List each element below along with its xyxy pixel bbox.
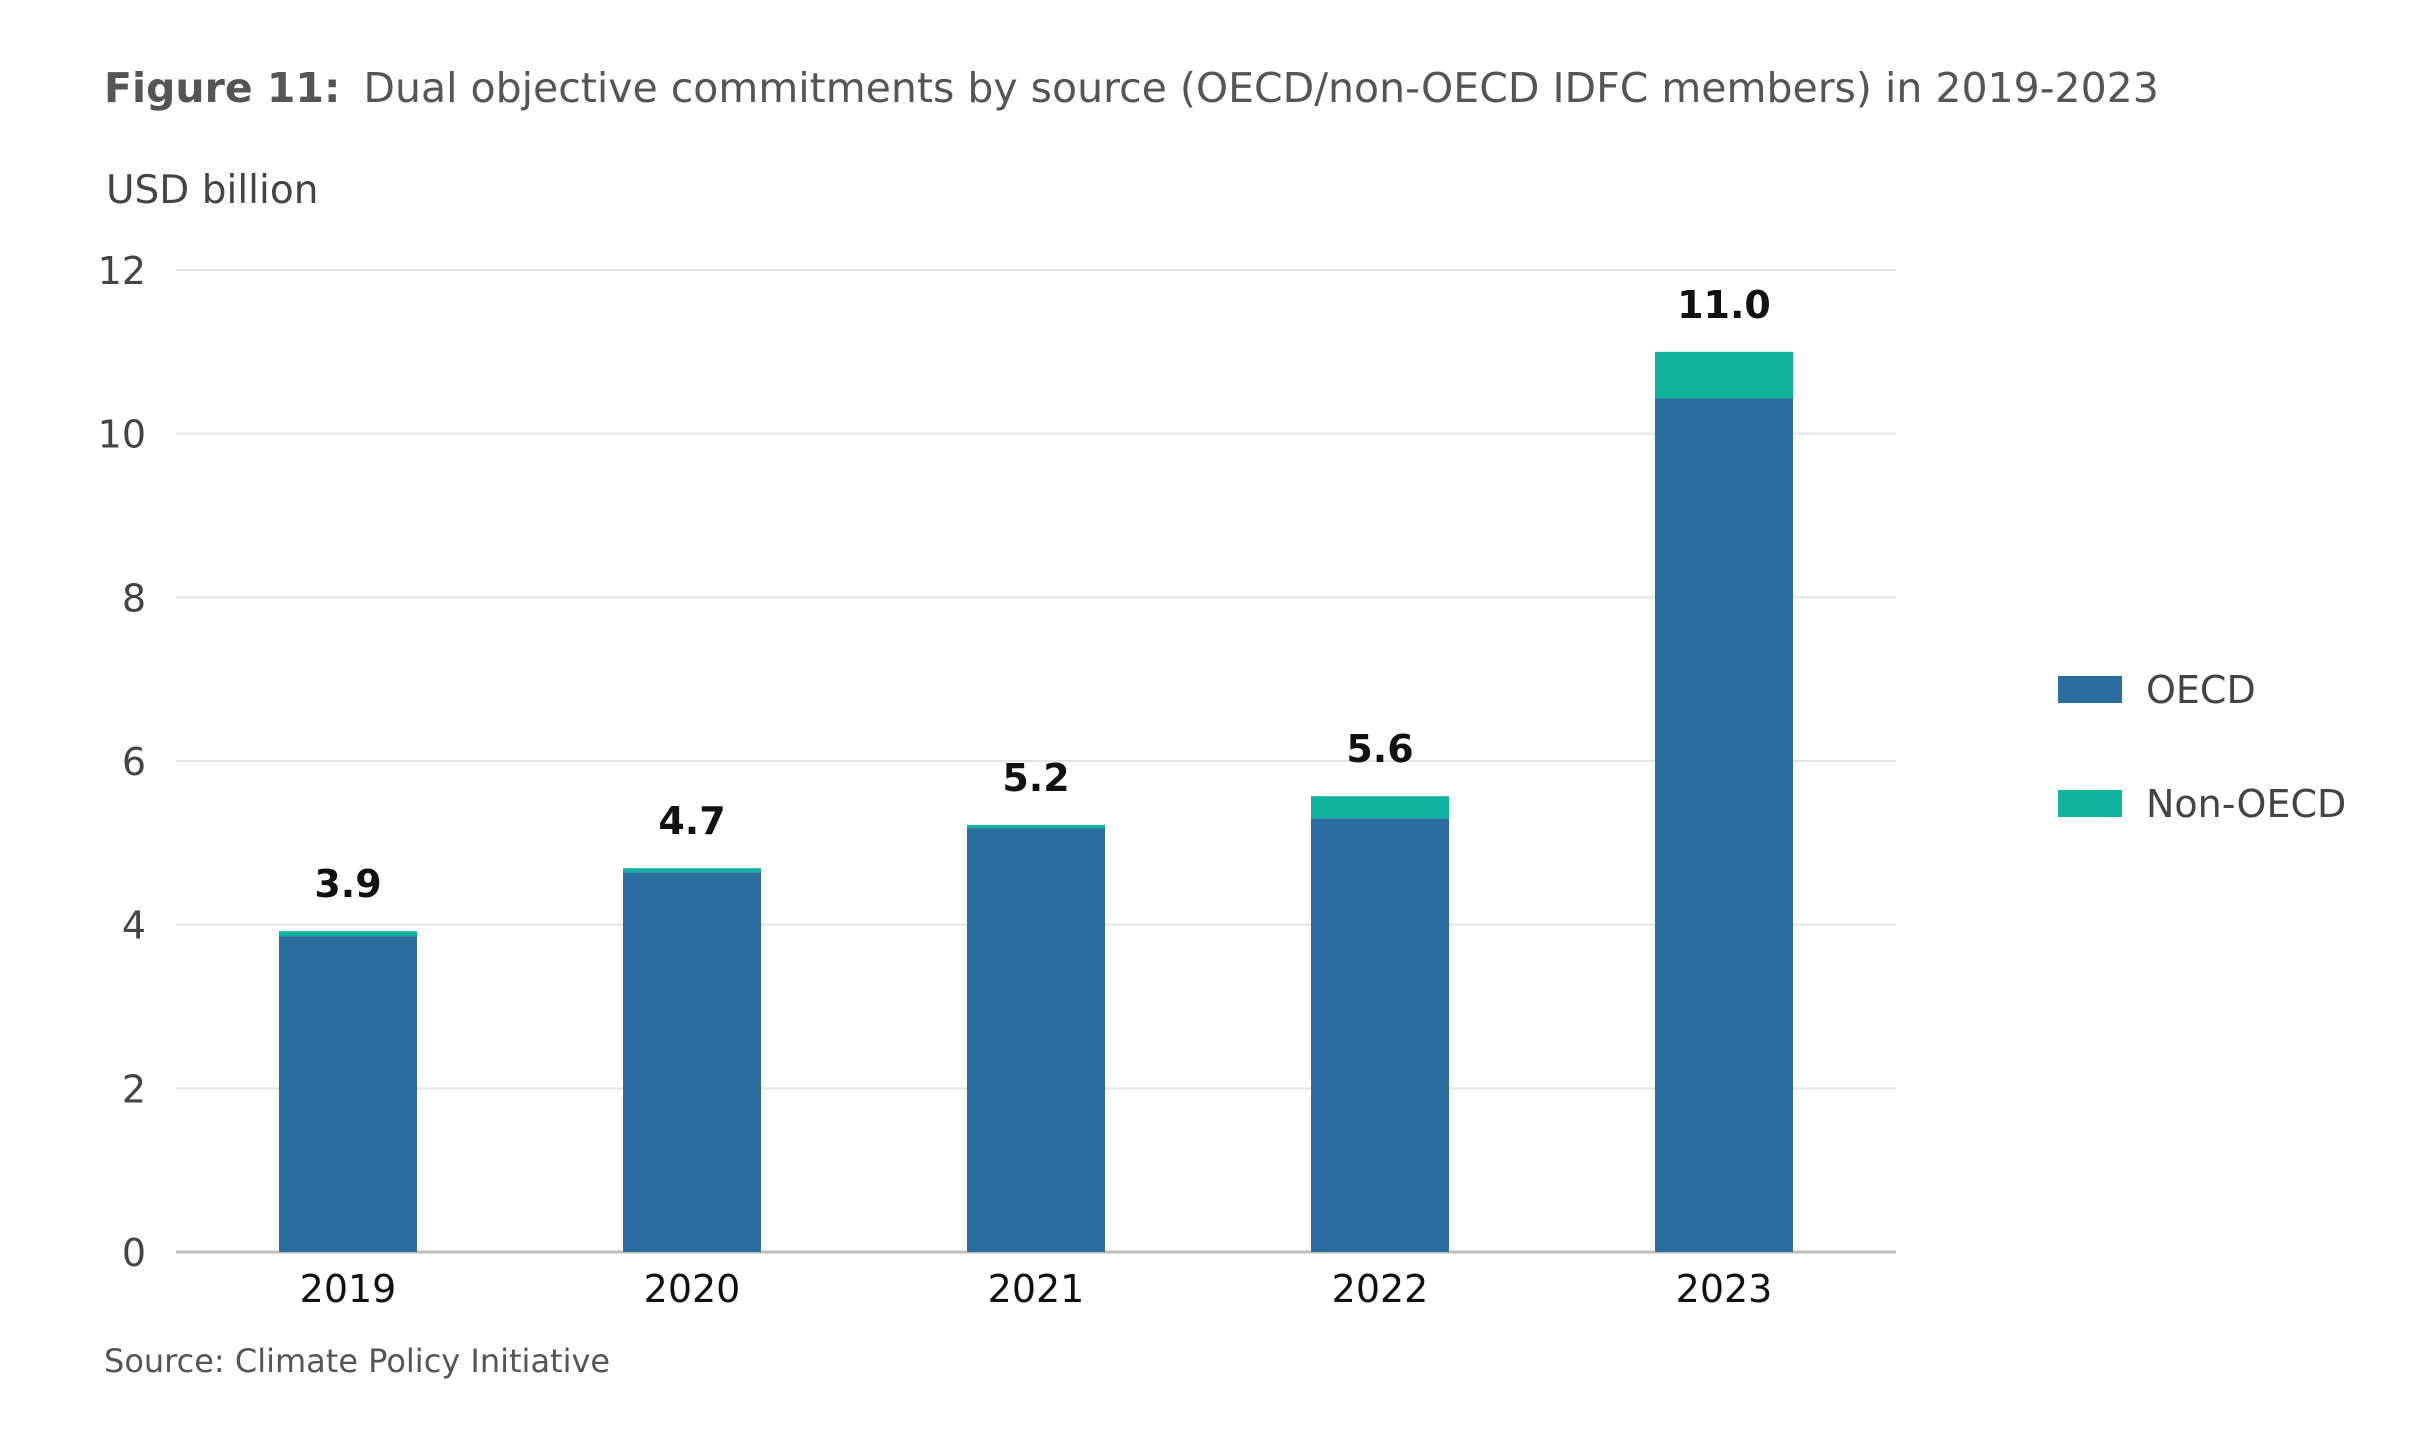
x-tick-label-2023: 2023 [1676,1267,1773,1311]
bar-total-label-2019: 3.9 [314,862,381,906]
bar-total-label-2023: 11.0 [1677,283,1771,327]
bar-oecd-2019 [279,936,417,1252]
y-tick-label-10: 10 [98,413,146,457]
y-tick-label-6: 6 [122,740,146,784]
bar-oecd-2023 [1655,398,1793,1252]
bar-total-label-2020: 4.7 [658,799,725,843]
bar-non-oecd-2021 [967,824,1105,829]
gridlines [176,269,1896,1254]
bar-oecd-2022 [1311,818,1449,1252]
bar-non-oecd-2022 [1311,796,1449,819]
y-tick-label-8: 8 [122,576,146,620]
figure-title-text: Dual objective commitments by source (OE… [363,64,2158,112]
bar-non-oecd-2020 [623,868,761,873]
y-tick-label-12: 12 [98,249,146,293]
bar-total-label-2022: 5.6 [1346,727,1413,771]
bars [279,351,1793,1252]
bar-non-oecd-2019 [279,931,417,937]
source-note: Source: Climate Policy Initiative [104,1342,610,1380]
legend-swatch-non-oecd [2058,790,2122,817]
y-axis-unit-label: USD billion [106,168,318,213]
bar-oecd-2021 [967,828,1105,1252]
y-tick-label-0: 0 [122,1231,146,1275]
y-tick-label-4: 4 [122,904,146,948]
x-tick-label-2021: 2021 [988,1267,1085,1311]
x-axis-category-labels: 2019 2020 2021 2022 2023 [300,1267,1773,1311]
bar-oecd-2020 [623,872,761,1252]
y-axis-tick-labels: 0 2 4 6 8 10 12 [98,249,146,1275]
legend: OECD Non-OECD [2058,668,2346,826]
bar-total-label-2021: 5.2 [1002,756,1069,800]
figure-title: Figure 11: Dual objective commitments by… [104,64,2159,112]
bar-non-oecd-2023 [1655,351,1793,399]
legend-label-oecd: OECD [2146,668,2256,712]
bar-total-labels: 3.9 4.7 5.2 5.6 11.0 [314,283,1771,906]
x-tick-label-2022: 2022 [1332,1267,1429,1311]
figure-title-prefix: Figure 11: [104,64,340,112]
legend-swatch-oecd [2058,676,2122,703]
legend-label-non-oecd: Non-OECD [2146,782,2346,826]
x-tick-label-2020: 2020 [644,1267,741,1311]
x-tick-label-2019: 2019 [300,1267,397,1311]
y-tick-label-2: 2 [122,1067,146,1111]
